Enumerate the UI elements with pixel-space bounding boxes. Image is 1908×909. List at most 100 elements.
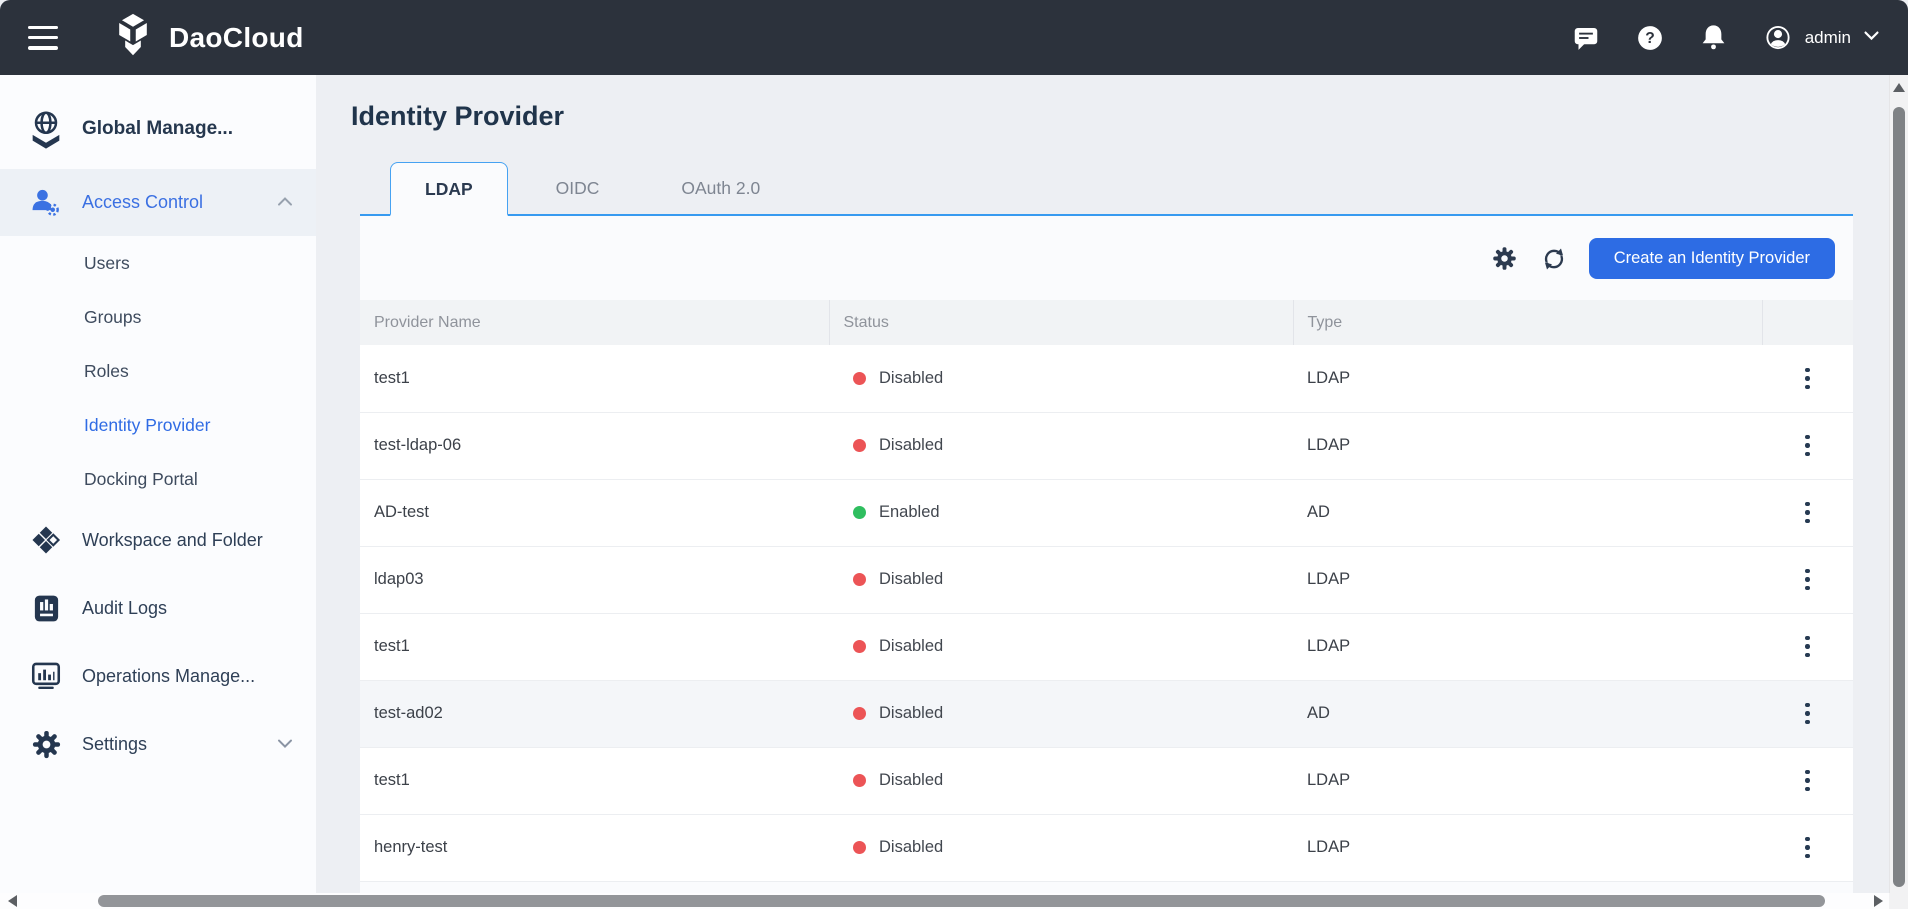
chevron-up-icon (276, 192, 294, 213)
audit-logs-icon (26, 593, 66, 624)
sidebar-submenu: Users Groups Roles Identity Provider Docking… (0, 236, 316, 506)
type-label: LDAP (1307, 637, 1351, 655)
status-label: Disabled (879, 570, 944, 588)
hamburger-icon[interactable] (28, 25, 58, 50)
vertical-scrollbar-thumb[interactable] (1893, 107, 1905, 887)
table-row[interactable]: test1 Disabled LDAP (360, 613, 1853, 681)
sidebar-item-roles[interactable]: Roles (84, 361, 129, 381)
actions-cell (1762, 747, 1853, 815)
table-row[interactable]: AD-test Enabled AD (360, 479, 1853, 547)
avatar (1763, 23, 1793, 53)
status-dot (853, 707, 866, 720)
kebab-menu-icon[interactable] (1793, 431, 1823, 461)
kebab-menu-icon[interactable] (1793, 565, 1823, 595)
sidebar-item-access-control[interactable]: Access Control (0, 169, 316, 236)
sidebar-item-operations-management[interactable]: Operations Manage... (0, 642, 316, 710)
type-cell: LDAP (1293, 412, 1762, 480)
status-cell: Disabled (829, 412, 1293, 480)
type-label: LDAP (1307, 368, 1351, 387)
table-toolbar: Create an Identity Provider (360, 216, 1853, 300)
table-row[interactable]: test-ad02 Disabled AD (360, 680, 1853, 748)
type-cell: LDAP (1293, 747, 1762, 815)
kebab-menu-icon[interactable] (1793, 833, 1823, 863)
user-gear-icon (26, 186, 66, 220)
type-label: AD (1307, 704, 1330, 722)
status-dot (853, 640, 866, 653)
user-menu[interactable]: admin (1763, 23, 1880, 53)
tab-oidc[interactable]: OIDC (555, 178, 600, 198)
tab-panel: Create an Identity Provider Provider Nam… (360, 216, 1853, 905)
sidebar-root-label: Global Manage... (82, 118, 233, 139)
scroll-right-arrow-icon[interactable] (1874, 895, 1883, 907)
provider-name: test1 (374, 368, 410, 387)
vertical-scrollbar[interactable] (1889, 75, 1908, 893)
status-label: Disabled (879, 838, 944, 856)
provider-name: test1 (374, 637, 410, 655)
actions-cell (1762, 680, 1853, 748)
sidebar-item-users[interactable]: Users (84, 253, 130, 273)
sidebar-item-settings[interactable]: Settings (0, 710, 316, 778)
status-dot (853, 371, 866, 385)
sidebar-item-identity-provider[interactable]: Identity Provider (84, 415, 211, 435)
status-cell: Disabled (829, 546, 1293, 614)
sidebar-item-label: Operations Manage... (82, 665, 256, 686)
refresh-icon[interactable] (1540, 245, 1567, 272)
kebab-menu-icon[interactable] (1793, 498, 1823, 528)
type-label: LDAP (1307, 771, 1351, 789)
type-cell: LDAP (1293, 814, 1762, 882)
status-cell: Disabled (829, 747, 1293, 815)
type-cell: LDAP (1293, 546, 1762, 614)
type-cell: AD (1293, 479, 1762, 547)
sidebar-item-docking-portal[interactable]: Docking Portal (84, 469, 198, 489)
provider-name-cell: test1 (360, 345, 829, 413)
type-cell: AD (1293, 680, 1762, 748)
column-status: Status (829, 300, 1294, 345)
tab-ldap[interactable]: LDAP (390, 162, 508, 216)
status-label: Disabled (879, 771, 944, 789)
sidebar-item-workspace-and-folder[interactable]: Workspace and Folder (0, 506, 316, 574)
settings-gear-icon (26, 729, 66, 760)
tab-oauth2[interactable]: OAuth 2.0 (681, 178, 761, 198)
type-label: LDAP (1307, 838, 1351, 856)
table-row[interactable]: henry-test Disabled LDAP (360, 814, 1853, 882)
actions-cell (1762, 814, 1853, 882)
scroll-left-arrow-icon[interactable] (8, 895, 17, 907)
scroll-up-arrow-icon[interactable] (1893, 83, 1905, 92)
provider-name: henry-test (374, 838, 448, 856)
brand: DaoCloud (110, 12, 304, 63)
sidebar-item-groups[interactable]: Groups (84, 307, 142, 327)
brand-name: DaoCloud (169, 21, 304, 53)
help-icon[interactable]: ? (1635, 23, 1665, 53)
top-header: DaoCloud ? (0, 0, 1908, 75)
actions-cell (1762, 613, 1853, 681)
horizontal-scrollbar-thumb[interactable] (98, 895, 1825, 907)
horizontal-scrollbar[interactable] (0, 893, 1889, 909)
provider-name: ldap03 (374, 570, 424, 588)
sidebar-item-label: Workspace and Folder (82, 529, 263, 550)
type-label: LDAP (1307, 570, 1351, 588)
sidebar-item-audit-logs[interactable]: Audit Logs (0, 574, 316, 642)
chat-icon[interactable] (1571, 23, 1601, 53)
table-row[interactable]: test1 Disabled LDAP (360, 747, 1853, 815)
scrollbar-corner (1889, 893, 1908, 909)
kebab-menu-icon[interactable] (1793, 364, 1823, 394)
kebab-menu-icon[interactable] (1793, 699, 1823, 729)
table-row[interactable]: test-ldap-06 Disabled LDAP (360, 412, 1853, 480)
actions-cell (1762, 345, 1853, 413)
operations-icon (26, 659, 66, 693)
type-cell: LDAP (1293, 345, 1762, 413)
kebab-menu-icon[interactable] (1793, 766, 1823, 796)
bell-icon[interactable] (1699, 23, 1729, 53)
table-row[interactable]: test1 Disabled LDAP (360, 345, 1853, 413)
sidebar-item-global-management[interactable]: Global Manage... (0, 89, 316, 169)
provider-name: test1 (374, 771, 410, 789)
sidebar-item-label: Settings (82, 733, 148, 754)
chevron-down-icon[interactable] (1863, 29, 1880, 47)
table-row[interactable]: ldap03 Disabled LDAP (360, 546, 1853, 614)
status-dot (853, 774, 866, 787)
kebab-menu-icon[interactable] (1793, 632, 1823, 662)
table-settings-gear-icon[interactable] (1491, 245, 1518, 272)
provider-name: test-ad02 (374, 704, 443, 722)
status-cell: Enabled (829, 479, 1293, 547)
create-identity-provider-button[interactable]: Create an Identity Provider (1588, 237, 1835, 279)
